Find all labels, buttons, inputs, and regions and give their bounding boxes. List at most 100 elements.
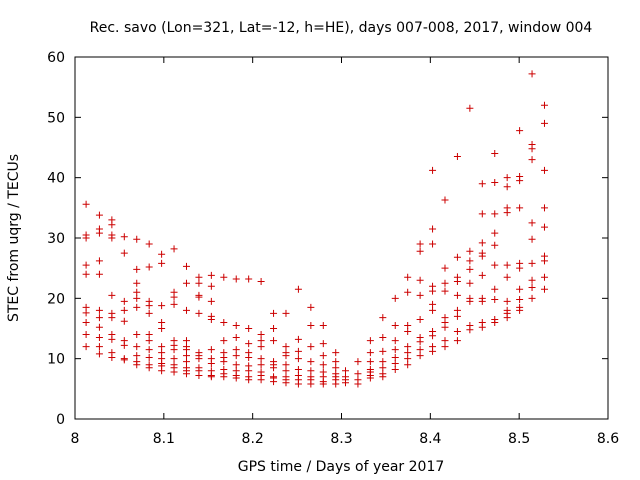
data-point: [158, 349, 166, 357]
data-point: [232, 321, 240, 329]
data-point: [404, 349, 412, 357]
data-point: [220, 318, 228, 326]
data-point: [441, 323, 449, 331]
data-point: [416, 291, 424, 299]
data-point: [453, 328, 461, 336]
data-point: [366, 337, 374, 345]
y-tick-label: 10: [47, 352, 65, 368]
y-tick-label: 50: [47, 110, 65, 126]
data-point: [270, 325, 278, 332]
data-point: [220, 358, 228, 366]
data-point: [466, 279, 474, 287]
x-tick-label: 8: [71, 431, 80, 447]
data-point: [195, 279, 203, 287]
data-point: [429, 225, 437, 233]
data-point: [95, 334, 103, 342]
data-point: [232, 374, 240, 382]
data-point: [170, 300, 178, 308]
data-point: [478, 297, 486, 305]
data-point: [170, 346, 178, 354]
data-point: [354, 370, 362, 378]
data-point: [245, 367, 253, 375]
data-point: [257, 331, 265, 339]
data-point: [429, 332, 437, 340]
data-point: [245, 275, 253, 283]
data-point: [516, 177, 524, 185]
x-tick-label: 8.6: [597, 431, 619, 447]
data-point: [294, 285, 302, 293]
data-point: [453, 306, 461, 314]
data-point: [319, 380, 327, 388]
data-point: [133, 279, 141, 287]
data-point: [108, 234, 116, 242]
data-point: [120, 249, 128, 257]
data-point: [220, 337, 228, 345]
y-axis-label: STEC from uqrg / TECUs: [6, 154, 22, 322]
data-point: [441, 196, 449, 204]
data-point: [182, 337, 190, 345]
data-point: [120, 317, 128, 325]
data-point: [404, 343, 412, 351]
data-point: [158, 325, 166, 332]
data-point: [82, 270, 90, 278]
data-point: [453, 337, 461, 345]
data-point: [307, 358, 315, 366]
data-point: [491, 261, 499, 269]
data-point: [404, 273, 412, 281]
data-point: [391, 294, 399, 302]
data-point: [540, 204, 548, 212]
data-point: [282, 379, 290, 387]
data-point: [528, 156, 536, 164]
data-point: [282, 361, 290, 369]
data-point: [341, 367, 349, 375]
data-point: [133, 235, 141, 243]
data-point: [182, 306, 190, 314]
data-point: [416, 276, 424, 284]
data-point: [82, 331, 90, 339]
data-point: [82, 309, 90, 317]
data-point: [257, 337, 265, 345]
data-point: [220, 273, 228, 281]
data-point: [319, 340, 327, 348]
data-point: [379, 347, 387, 355]
data-point: [404, 355, 412, 363]
plot-frame: [74, 56, 609, 420]
data-point: [503, 261, 511, 269]
x-tick-label: 8.4: [419, 431, 441, 447]
data-point: [516, 127, 524, 135]
data-point: [133, 352, 141, 360]
data-point: [478, 252, 486, 260]
data-point: [540, 273, 548, 281]
data-point: [528, 219, 536, 227]
data-point: [270, 309, 278, 317]
data-point: [170, 355, 178, 363]
data-point: [429, 166, 437, 174]
x-tick-label: 8.1: [153, 431, 175, 447]
chart-title: Rec. savo (Lon=321, Lat=-12, h=HE), days…: [90, 20, 593, 36]
data-point: [145, 364, 153, 372]
data-point: [528, 145, 536, 153]
data-point: [120, 233, 128, 241]
data-point: [133, 361, 141, 369]
data-point: [416, 240, 424, 248]
data-point: [516, 264, 524, 272]
data-point: [404, 361, 412, 369]
x-tick-label: 8.3: [330, 431, 352, 447]
data-point: [245, 376, 253, 384]
data-point: [528, 235, 536, 243]
data-point: [391, 321, 399, 329]
data-point: [528, 276, 536, 284]
data-point: [466, 297, 474, 305]
data-point: [491, 150, 499, 158]
data-point: [82, 318, 90, 326]
data-point: [158, 343, 166, 351]
data-point: [441, 287, 449, 295]
data-point: [319, 352, 327, 360]
data-point: [108, 335, 116, 343]
data-point: [478, 323, 486, 331]
data-point: [416, 315, 424, 323]
data-point: [245, 340, 253, 348]
data-point: [270, 378, 278, 386]
data-point: [332, 380, 340, 388]
